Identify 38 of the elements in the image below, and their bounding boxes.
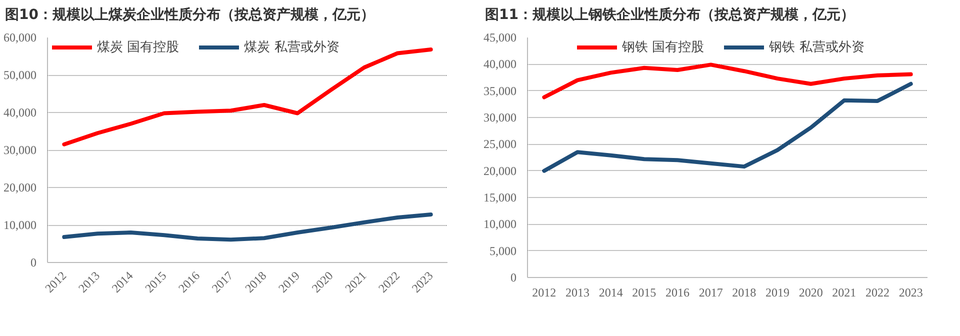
x-tick-label: 2016 (666, 286, 690, 300)
y-tick-label: 0 (510, 270, 516, 284)
legend-label: 煤炭 私营或外资 (244, 39, 340, 56)
x-tick-label: 2021 (832, 286, 856, 300)
y-tick-label: 10,000 (484, 217, 516, 232)
y-tick-label: 0 (30, 256, 36, 270)
x-tick-label: 2012 (532, 286, 556, 300)
x-tick-label: 2019 (766, 286, 790, 300)
y-tick-label: 60,000 (4, 30, 36, 44)
y-tick-label: 15,000 (484, 190, 516, 204)
y-tick-label: 25,000 (484, 137, 516, 152)
legend-label: 钢铁 私营或外资 (769, 39, 864, 56)
line-series (542, 82, 913, 173)
y-tick-label: 50,000 (4, 68, 36, 82)
y-tick-label: 5,000 (490, 244, 516, 258)
y-tick-label: 45,000 (484, 30, 516, 44)
x-tick-label: 2014 (598, 286, 623, 300)
chart-title: 图11：规模以上钢铁企业性质分布（按总资产规模，亿元） (485, 6, 854, 25)
y-tick-label: 35,000 (484, 84, 516, 98)
y-tick-label: 30,000 (4, 143, 36, 157)
x-tick-label: 2023 (898, 286, 923, 300)
y-tick-label: 40,000 (4, 106, 36, 120)
x-tick-label: 2022 (866, 286, 890, 300)
legend-label: 煤炭 国有控股 (97, 39, 180, 56)
x-tick-label: 2015 (632, 286, 656, 300)
line-series (542, 62, 913, 100)
x-tick-label: 2017 (698, 286, 723, 300)
x-tick-label: 2013 (566, 286, 590, 300)
y-tick-label: 10,000 (4, 218, 36, 232)
y-tick-label: 20,000 (484, 164, 516, 178)
legend-label: 钢铁 国有控股 (622, 39, 704, 56)
y-tick-label: 30,000 (484, 110, 516, 124)
chart-title: 图10：规模以上煤炭企业性质分布（按总资产规模，亿元） (5, 6, 374, 25)
y-tick-label: 40,000 (484, 57, 516, 72)
x-tick-label: 2018 (732, 286, 756, 300)
y-tick-label: 20,000 (4, 180, 36, 194)
line-series (62, 212, 433, 242)
x-tick-label: 2020 (798, 286, 823, 300)
